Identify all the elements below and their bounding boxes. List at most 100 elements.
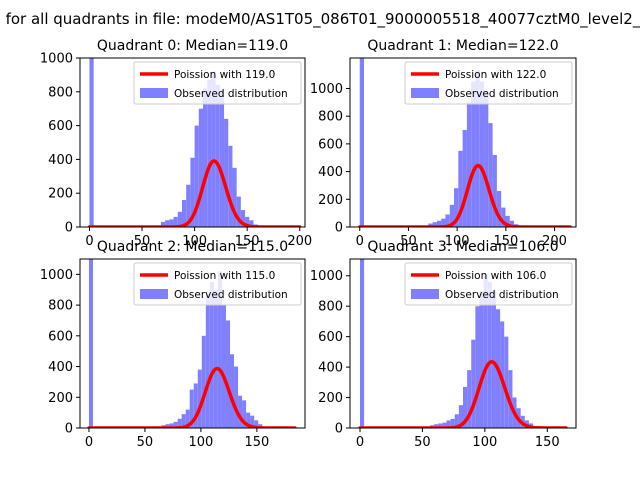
observed-bar xyxy=(211,71,216,227)
observed-bar xyxy=(501,207,506,227)
legend-observed-swatch xyxy=(140,289,168,299)
observed-bar xyxy=(475,306,480,428)
x-tick-label: 150 xyxy=(244,435,269,450)
observed-bar xyxy=(221,305,226,428)
observed-bar xyxy=(458,405,463,428)
observed-bar xyxy=(471,81,476,227)
quadrant-2-panel: 0 50 100 150 0 200 400 600 800 1000 Quadrant 2: Me… xyxy=(40,239,306,450)
legend-box xyxy=(133,61,302,105)
legend-box xyxy=(404,61,573,105)
observed-bar xyxy=(186,184,191,227)
observed-bar xyxy=(442,422,447,428)
x-tick-label: 100 xyxy=(472,435,497,450)
observed-bar xyxy=(436,220,442,227)
observed-bar xyxy=(454,188,459,227)
poisson-curve xyxy=(358,360,568,428)
quadrant-3-axes-frame xyxy=(349,258,577,429)
quadrant-0-axes-frame xyxy=(79,57,306,228)
observed-bar xyxy=(203,88,208,227)
observed-bar xyxy=(173,216,178,227)
observed-bar xyxy=(463,386,468,428)
y-tick-label: 600 xyxy=(48,119,73,134)
observed-bar xyxy=(181,414,186,428)
legend-poisson-label: Poission with 122.0 xyxy=(445,69,546,81)
quadrant-1-title: Quadrant 1: Median=122.0 xyxy=(367,38,558,54)
y-tick-label: 200 xyxy=(318,391,343,406)
observed-bar xyxy=(432,222,437,227)
observed-bar xyxy=(434,424,439,428)
legend-box xyxy=(133,262,302,306)
quadrant-0-legend: Poission with 119.0 Observed distribution xyxy=(133,61,302,105)
x-tick-label: 150 xyxy=(535,435,560,450)
observed-bar xyxy=(88,259,93,428)
quadrant-1-axes-frame xyxy=(349,57,577,228)
observed-bar xyxy=(359,259,365,428)
quadrant-3-title: Quadrant 3: Median=106.0 xyxy=(367,239,558,255)
legend-poisson-label: Poission with 106.0 xyxy=(445,270,546,282)
x-tick-label: 100 xyxy=(188,435,213,450)
observed-bar xyxy=(228,145,233,227)
y-tick-label: 600 xyxy=(318,137,343,152)
observed-bar xyxy=(213,289,218,428)
x-tick-label: 200 xyxy=(287,234,312,249)
observed-bar xyxy=(454,414,459,428)
observed-bar xyxy=(479,81,485,227)
observed-bar xyxy=(500,321,505,428)
observed-bar xyxy=(488,123,493,227)
y-tick-label: 200 xyxy=(48,391,73,406)
quadrant-1-plot-area xyxy=(357,58,572,227)
y-tick-label: 200 xyxy=(318,193,343,208)
legend-observed-label: Observed distribution xyxy=(174,88,288,100)
observed-bar xyxy=(471,339,476,428)
legend-observed-label: Observed distribution xyxy=(445,88,559,100)
quadrant-0-plot-area xyxy=(87,58,302,227)
x-tick-label: 100 xyxy=(182,234,207,249)
legend-box xyxy=(404,262,573,306)
x-tick-label: 50 xyxy=(400,234,417,249)
observed-bar xyxy=(224,118,229,227)
observed-bar xyxy=(173,421,178,428)
observed-bar xyxy=(458,150,463,227)
y-tick-label: 400 xyxy=(318,165,343,180)
y-tick-label: 1000 xyxy=(310,269,343,284)
observed-bar xyxy=(509,220,515,227)
observed-bar xyxy=(189,389,194,428)
y-tick-label: 0 xyxy=(335,422,343,437)
y-tick-label: 600 xyxy=(48,329,73,344)
legend-poisson-label: Poission with 119.0 xyxy=(174,69,275,81)
observed-bar xyxy=(441,218,446,227)
quadrant-0-title: Quadrant 0: Median=119.0 xyxy=(97,38,288,54)
x-tick-label: 0 xyxy=(85,234,93,249)
observed-bar xyxy=(245,216,250,227)
quadrant-2-title: Quadrant 2: Median=115.0 xyxy=(97,239,288,255)
observed-bar xyxy=(491,290,496,428)
y-tick-label: 1000 xyxy=(40,268,73,283)
x-tick-label: 200 xyxy=(542,234,567,249)
observed-bar xyxy=(219,90,225,227)
x-tick-label: 0 xyxy=(85,435,93,450)
observed-bar xyxy=(250,415,255,428)
y-tick-label: 0 xyxy=(335,221,343,236)
quadrant-1-panel: 0 50 100 150 200 0 200 400 600 800 1000 Quadrant 1:… xyxy=(310,38,577,249)
quadrant-3-plot-area xyxy=(358,259,568,428)
quadrant-2-legend: Poission with 115.0 Observed distribution xyxy=(133,262,302,306)
observed-bar xyxy=(194,125,199,227)
observed-bar xyxy=(359,58,365,227)
x-tick-label: 150 xyxy=(493,234,518,249)
y-tick-label: 400 xyxy=(48,360,73,375)
y-tick-label: 800 xyxy=(318,300,343,315)
observed-bar xyxy=(487,281,492,428)
observed-bar xyxy=(215,85,220,227)
observed-bar xyxy=(484,91,489,227)
legend-observed-label: Observed distribution xyxy=(174,289,288,301)
observed-bar xyxy=(505,215,510,227)
x-tick-label: 50 xyxy=(137,435,154,450)
observed-bar xyxy=(238,395,243,428)
observed-bar xyxy=(198,108,204,227)
observed-bar xyxy=(236,196,241,227)
observed-bar xyxy=(209,282,214,428)
observed-bar xyxy=(169,219,174,227)
observed-bar xyxy=(467,370,472,428)
observed-bar xyxy=(230,354,235,428)
observed-bar xyxy=(483,274,488,428)
